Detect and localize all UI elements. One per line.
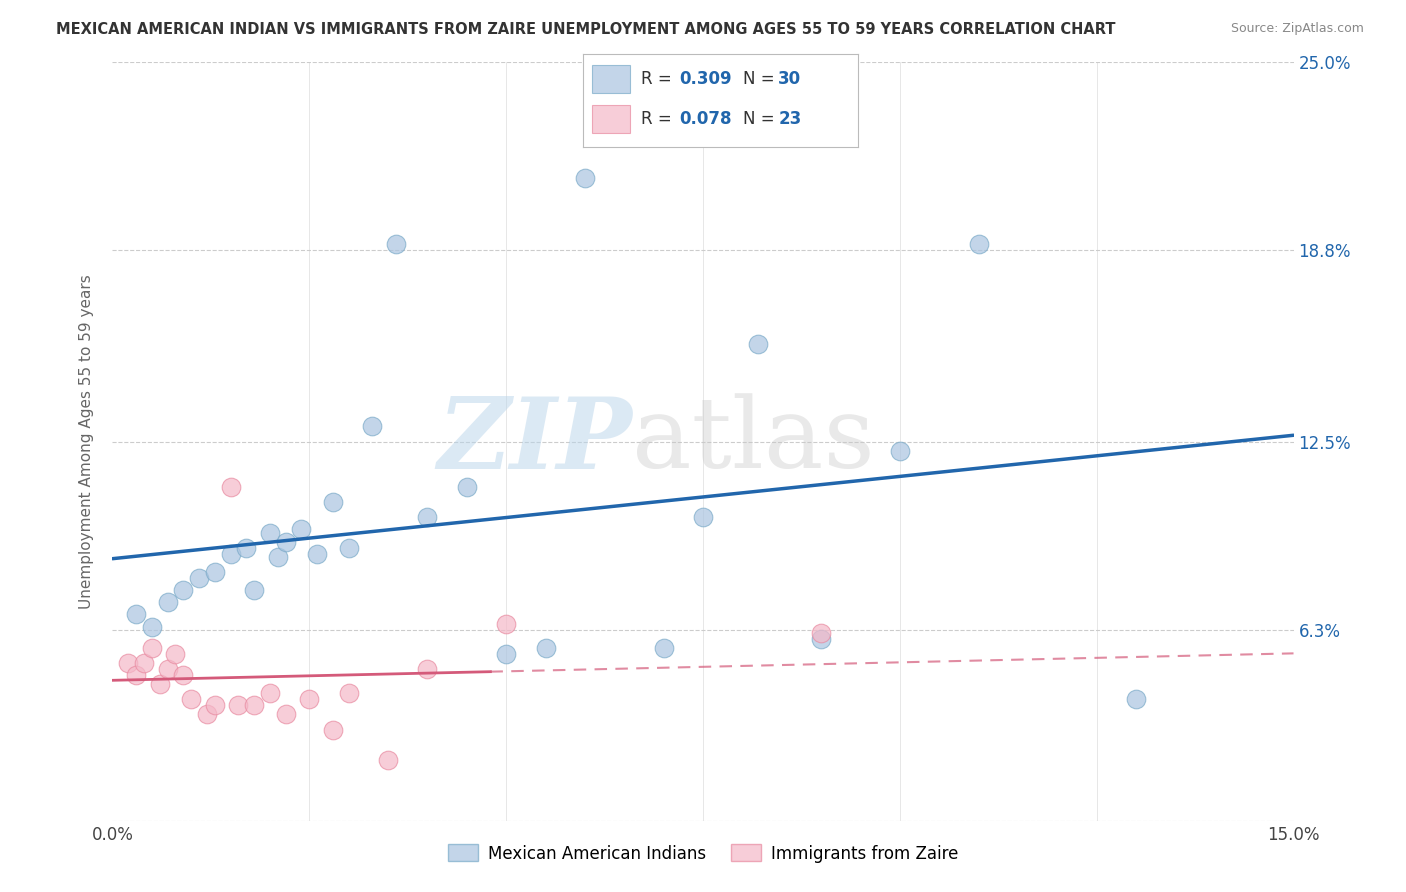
Text: 0.309: 0.309 [679,70,733,87]
Point [125,607,148,622]
Point [125,668,148,682]
Point [322,723,344,737]
Point [322,495,344,509]
Point [141,619,163,633]
Point [274,707,297,722]
Point [495,647,517,661]
Point [456,480,478,494]
Point [156,662,179,676]
Text: MEXICAN AMERICAN INDIAN VS IMMIGRANTS FROM ZAIRE UNEMPLOYMENT AMONG AGES 55 TO 5: MEXICAN AMERICAN INDIAN VS IMMIGRANTS FR… [56,22,1116,37]
Point [149,677,172,691]
Point [188,571,211,585]
Point [810,632,832,646]
Point [967,237,990,252]
Point [298,692,321,706]
Point [243,583,266,598]
Point [204,698,226,713]
Point [219,547,242,561]
Point [267,549,290,564]
Text: Source: ZipAtlas.com: Source: ZipAtlas.com [1230,22,1364,36]
Point [172,583,194,598]
Point [377,753,399,767]
Point [141,640,163,655]
Point [534,640,557,655]
Point [165,647,187,661]
Point [692,510,714,524]
Legend: Mexican American Indians, Immigrants from Zaire: Mexican American Indians, Immigrants fro… [441,838,965,869]
Bar [592,105,630,133]
Point [416,662,439,676]
Point [416,510,439,524]
Text: R =: R = [641,70,678,87]
Point [747,337,769,351]
Point [495,616,517,631]
Point [361,419,384,434]
Point [652,640,675,655]
Point [889,443,911,458]
Point [810,625,832,640]
Point [1125,692,1147,706]
Point [235,541,257,555]
Point [195,707,218,722]
Point [574,170,596,185]
Point [204,565,226,579]
Point [337,686,360,700]
Text: R =: R = [641,110,678,128]
Point [117,656,139,670]
Text: 30: 30 [778,70,801,87]
Text: 23: 23 [778,110,801,128]
Bar [592,65,630,93]
Point [180,692,202,706]
Point [290,523,312,537]
Point [172,668,194,682]
Point [337,541,360,555]
Text: N =: N = [742,110,779,128]
Text: ZIP: ZIP [437,393,633,490]
Y-axis label: Unemployment Among Ages 55 to 59 years: Unemployment Among Ages 55 to 59 years [79,274,94,609]
Point [259,525,281,540]
Text: 0.078: 0.078 [679,110,733,128]
Point [243,698,266,713]
Point [228,698,250,713]
Point [274,534,297,549]
Point [132,656,155,670]
Text: N =: N = [742,70,779,87]
Point [219,480,242,494]
Point [259,686,281,700]
Point [156,595,179,609]
Point [307,547,329,561]
Text: atlas: atlas [633,393,875,490]
Point [385,237,408,252]
